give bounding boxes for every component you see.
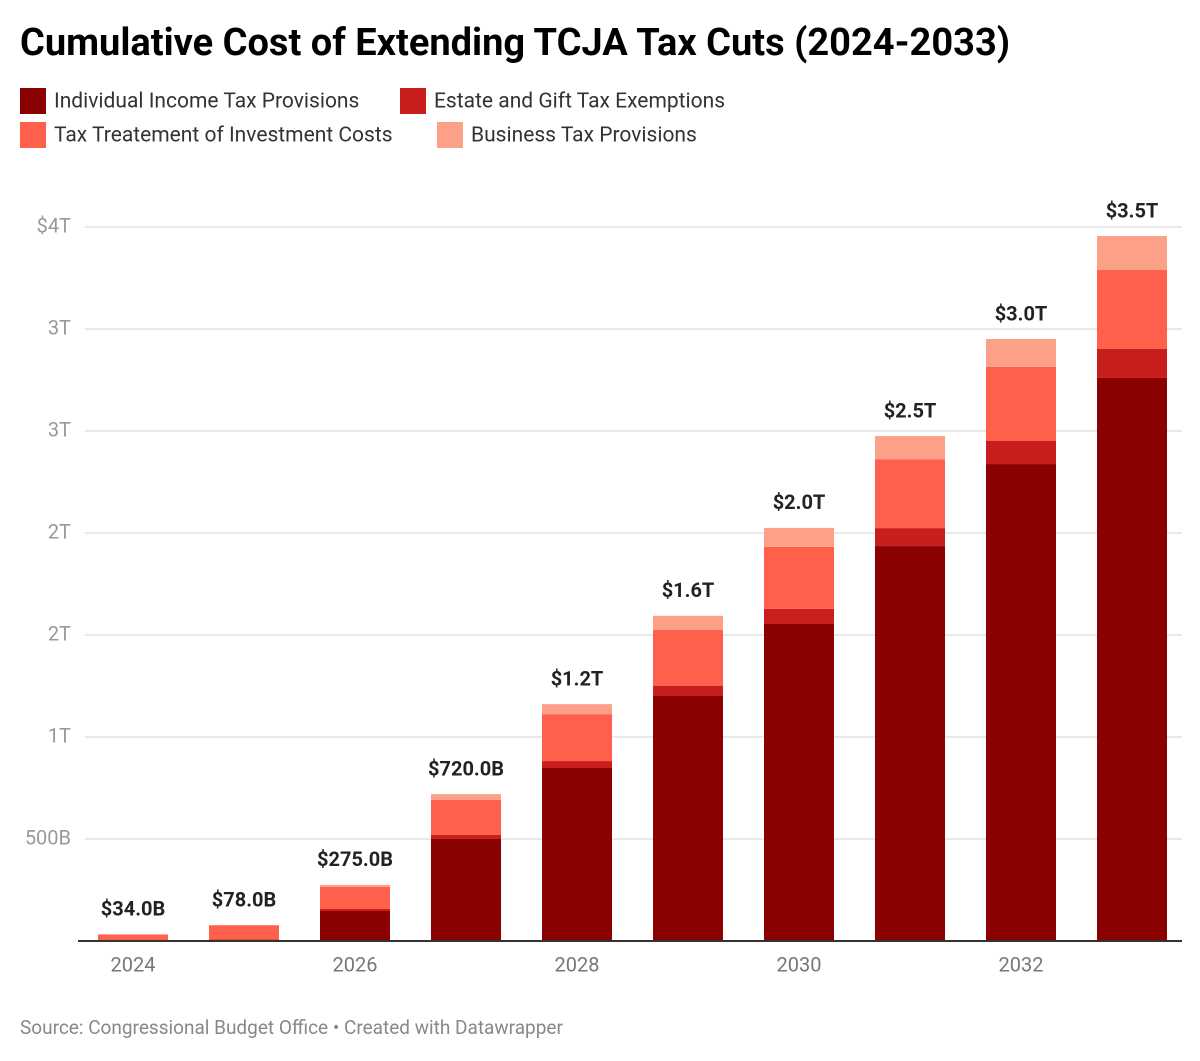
legend-label: Business Tax Provisions — [471, 124, 697, 148]
x-tick-label: 2030 — [777, 952, 822, 976]
total-label: $1.2T — [551, 666, 604, 690]
total-label: $34.0B — [101, 896, 165, 920]
bar-segment — [986, 464, 1056, 941]
y-tick-label: 3T — [48, 315, 71, 339]
bar-segment — [764, 527, 834, 547]
total-label: $1.6T — [662, 578, 715, 602]
y-tick-label: 500B — [25, 825, 71, 849]
bar-segment — [986, 338, 1056, 367]
bar-segment — [542, 761, 612, 769]
bar-segment — [986, 440, 1056, 465]
x-tick-label: 2026 — [333, 952, 378, 976]
bar-segment — [653, 686, 723, 696]
total-label: $2.5T — [884, 398, 937, 422]
bar-segment — [1097, 270, 1167, 349]
legend-swatch — [20, 88, 46, 114]
bar-segment — [320, 908, 390, 912]
total-label: $78.0B — [212, 887, 276, 911]
total-label: $3.0T — [995, 301, 1048, 325]
bar-segment — [875, 528, 945, 547]
total-label: $3.5T — [1106, 198, 1159, 222]
y-tick-label: 2T — [48, 621, 71, 645]
x-tick-label: 2032 — [999, 952, 1044, 976]
bar-segment — [209, 939, 279, 940]
bar-segment — [98, 934, 168, 935]
bar-segment — [653, 629, 723, 686]
bar-segment — [764, 546, 834, 609]
bar-segment — [431, 794, 501, 800]
bar-segment — [209, 925, 279, 940]
y-tick-label: 3T — [48, 417, 71, 441]
total-label: $2.0T — [773, 490, 826, 514]
chart-title: Cumulative Cost of Extending TCJA Tax Cu… — [20, 21, 1010, 65]
bar-segment — [431, 839, 501, 941]
y-tick-label: $4T — [37, 213, 71, 237]
bar-segment — [764, 623, 834, 941]
legend-swatch — [437, 122, 463, 148]
bar-segment — [431, 799, 501, 835]
x-tick-label: 2028 — [555, 952, 600, 976]
bar-segment — [764, 608, 834, 624]
bar-segment — [875, 436, 945, 460]
legend-label: Estate and Gift Tax Exemptions — [434, 90, 725, 114]
total-label: $720.0B — [428, 756, 504, 780]
bar-segment — [1097, 348, 1167, 378]
bar-segment — [653, 695, 723, 941]
total-label: $275.0B — [317, 847, 393, 871]
bar-segment — [1097, 235, 1167, 271]
bar-segment — [986, 366, 1056, 441]
y-tick-label: 2T — [48, 519, 71, 543]
bar-segment — [98, 934, 168, 941]
bar-segment — [875, 546, 945, 941]
bar-segment — [542, 768, 612, 941]
bar-segment — [875, 459, 945, 529]
source: Source: Congressional Budget Office • Cr… — [20, 1016, 563, 1039]
bar-segment — [320, 886, 390, 909]
bar-segment — [653, 615, 723, 630]
bar-segment — [1097, 377, 1167, 942]
legend-label: Individual Income Tax Provisions — [54, 90, 359, 114]
bar-segment — [542, 704, 612, 715]
bar-segment — [542, 714, 612, 762]
bar-segment — [320, 884, 390, 887]
legend-label: Tax Treatement of Investment Costs — [54, 124, 393, 148]
y-tick-label: 1T — [48, 723, 71, 747]
bar-segment — [431, 834, 501, 839]
x-tick-label: 2024 — [111, 952, 156, 976]
legend-swatch — [20, 122, 46, 148]
bar-segment — [320, 911, 390, 941]
legend-swatch — [400, 88, 426, 114]
